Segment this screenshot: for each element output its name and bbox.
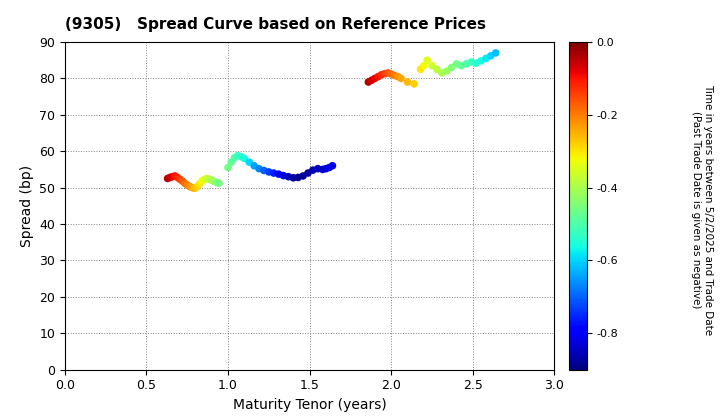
- Point: [426, 62, 438, 69]
- Point: [441, 68, 452, 74]
- Point: [465, 59, 477, 66]
- Point: [470, 60, 482, 66]
- Point: [206, 177, 217, 184]
- Point: [317, 166, 328, 173]
- Point: [323, 164, 335, 171]
- Point: [184, 183, 195, 190]
- Point: [199, 176, 210, 183]
- Point: [248, 163, 260, 169]
- Point: [418, 62, 430, 69]
- Text: (9305)   Spread Curve based on Reference Prices: (9305) Spread Curve based on Reference P…: [65, 17, 486, 32]
- Point: [402, 79, 413, 85]
- Point: [273, 171, 284, 178]
- Point: [169, 173, 181, 179]
- Point: [268, 170, 279, 176]
- Point: [408, 81, 420, 87]
- Point: [431, 66, 443, 73]
- Point: [213, 180, 225, 186]
- Point: [186, 184, 198, 191]
- X-axis label: Maturity Tenor (years): Maturity Tenor (years): [233, 398, 387, 412]
- Point: [263, 168, 274, 175]
- Point: [451, 60, 462, 67]
- Point: [278, 172, 289, 179]
- Point: [225, 159, 237, 165]
- Point: [211, 179, 222, 186]
- Point: [480, 55, 492, 62]
- Point: [201, 175, 212, 182]
- Point: [194, 181, 205, 187]
- Point: [235, 153, 247, 160]
- Point: [208, 178, 220, 185]
- Point: [490, 50, 501, 56]
- Point: [176, 178, 188, 184]
- Point: [320, 165, 332, 172]
- Point: [456, 62, 467, 69]
- Point: [292, 174, 304, 181]
- Point: [382, 70, 394, 76]
- Point: [379, 70, 390, 77]
- Point: [446, 64, 457, 71]
- Point: [171, 174, 183, 181]
- Point: [363, 79, 374, 85]
- Y-axis label: Spread (bp): Spread (bp): [19, 165, 34, 247]
- Point: [253, 165, 265, 172]
- Point: [415, 66, 426, 73]
- Point: [283, 173, 294, 180]
- Point: [369, 75, 381, 82]
- Point: [243, 159, 255, 165]
- Point: [395, 75, 407, 82]
- Point: [181, 182, 193, 189]
- Point: [287, 174, 299, 181]
- Point: [302, 170, 314, 176]
- Point: [312, 165, 323, 172]
- Point: [297, 173, 309, 179]
- Point: [327, 163, 338, 169]
- Point: [189, 185, 200, 192]
- Point: [192, 184, 203, 190]
- Point: [162, 175, 174, 182]
- Point: [392, 73, 403, 80]
- Point: [229, 155, 240, 161]
- Point: [461, 60, 472, 67]
- Point: [164, 174, 176, 181]
- Point: [196, 178, 207, 184]
- Point: [179, 180, 191, 186]
- Point: [385, 71, 397, 77]
- Point: [307, 167, 319, 173]
- Point: [376, 71, 387, 78]
- Point: [204, 176, 215, 183]
- Point: [372, 73, 384, 80]
- Point: [222, 164, 234, 171]
- Point: [232, 152, 243, 159]
- Point: [421, 57, 433, 63]
- Point: [174, 176, 186, 183]
- Point: [389, 72, 400, 79]
- Point: [436, 70, 448, 76]
- Point: [238, 155, 250, 162]
- Point: [258, 167, 270, 174]
- Point: [366, 77, 377, 84]
- Point: [167, 173, 179, 180]
- Text: Time in years between 5/2/2025 and Trade Date
(Past Trade Date is given as negat: Time in years between 5/2/2025 and Trade…: [691, 84, 713, 336]
- Point: [485, 52, 497, 59]
- Point: [475, 58, 487, 64]
